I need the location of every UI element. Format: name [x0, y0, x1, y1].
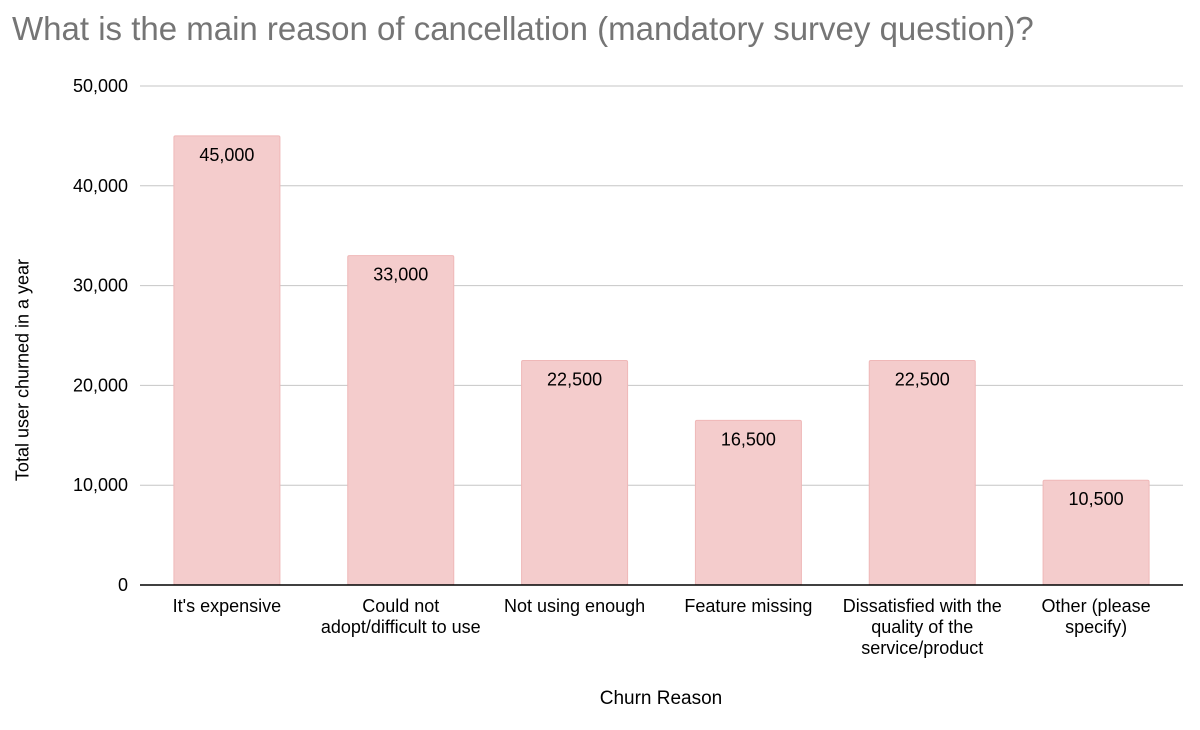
x-tick-label: Dissatisfied with the quality of the ser…: [842, 596, 1002, 658]
y-tick-labels: 0 10,000 20,000 30,000 40,000 50,000: [73, 76, 128, 595]
bars: [173, 135, 1150, 586]
y-tick-label: 10,000: [73, 475, 128, 495]
y-tick-label: 20,000: [73, 375, 128, 395]
data-labels: 45,000 33,000 22,500 16,500 22,500 10,500: [199, 145, 1123, 509]
data-label: 22,500: [547, 369, 602, 389]
data-label: 10,500: [1069, 489, 1124, 509]
y-tick-label: 40,000: [73, 176, 128, 196]
bar: [868, 359, 976, 586]
x-axis-label: Churn Reason: [599, 688, 723, 709]
gridlines: [140, 85, 1183, 486]
y-tick-label: 30,000: [73, 276, 128, 296]
y-tick-label: 0: [118, 575, 128, 595]
x-tick-label: It's expensive: [172, 596, 282, 616]
bar: [173, 135, 281, 586]
x-tick-label: Feature missing: [684, 596, 813, 616]
data-label: 22,500: [895, 369, 950, 389]
data-label: 16,500: [721, 429, 776, 449]
x-tick-label: Could not adopt/difficult to use: [320, 596, 481, 637]
y-tick-label: 50,000: [73, 76, 128, 96]
x-tick-label: Other (please specify): [1041, 596, 1151, 637]
x-tick-label: Not using enough: [504, 596, 646, 616]
data-label: 45,000: [199, 145, 254, 165]
chart-title: What is the main reason of cancellation …: [12, 10, 1034, 47]
bar: [347, 255, 455, 586]
bar: [521, 359, 629, 586]
data-label: 33,000: [373, 265, 428, 285]
